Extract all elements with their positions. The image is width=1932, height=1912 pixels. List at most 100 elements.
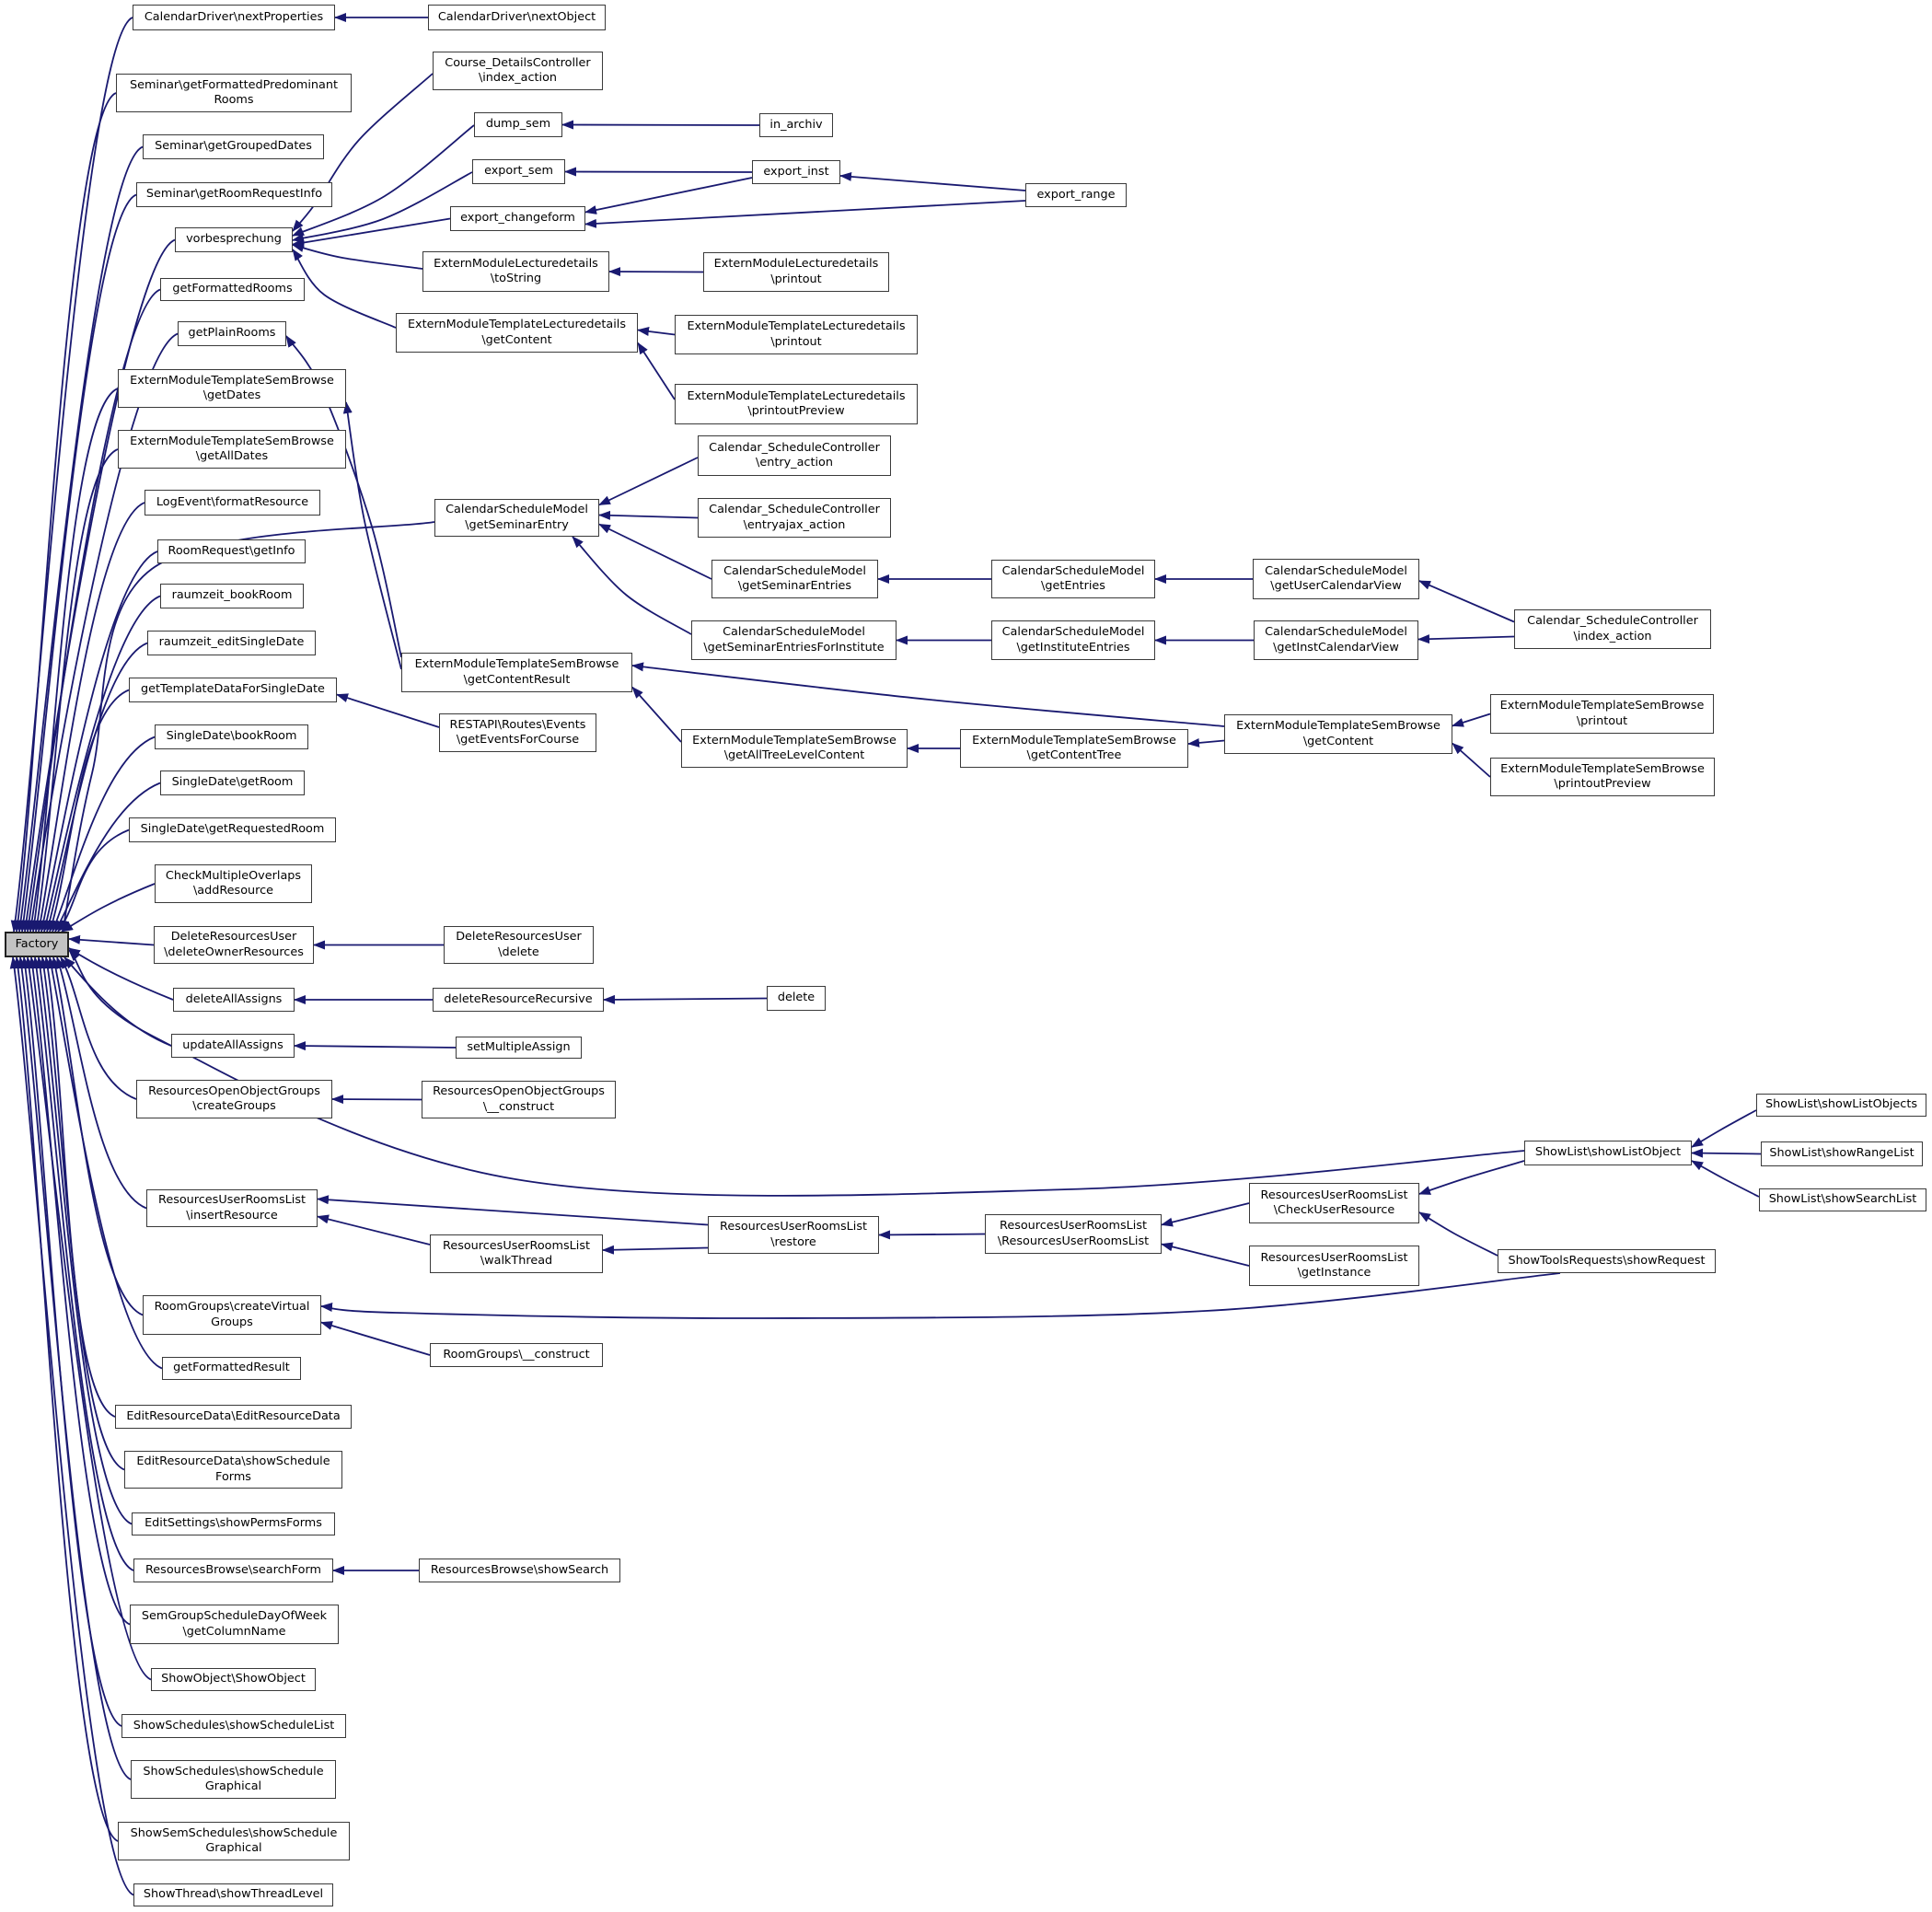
graph-node-showSemScheduleGraphical[interactable]: ShowSemSchedules\showSchedule Graphical <box>118 1822 350 1860</box>
graph-node-label: ResourcesUserRoomsList <box>443 1238 590 1253</box>
graph-node-singleDateBookRoom[interactable]: SingleDate\bookRoom <box>155 724 308 749</box>
graph-node-emtsbGetContent[interactable]: ExternModuleTemplateSemBrowse \getContent <box>1224 714 1452 754</box>
graph-edge-showSearchList-to-showListObject <box>1691 1160 1760 1198</box>
graph-node-dumpSem[interactable]: dump_sem <box>474 112 562 137</box>
graph-node-showRangeList[interactable]: ShowList\showRangeList <box>1761 1141 1923 1166</box>
graph-node-emtlPrintoutPreview[interactable]: ExternModuleTemplateLecturedetails \print… <box>675 384 918 424</box>
graph-node-deleteNode[interactable]: delete <box>767 986 826 1011</box>
graph-node-raumzeitEditSingleDate[interactable]: raumzeit_editSingleDate <box>147 631 316 655</box>
graph-node-inArchiv[interactable]: in_archiv <box>759 113 833 137</box>
graph-node-getInstCalendarView[interactable]: CalendarScheduleModel \getInstCalendarVie… <box>1254 620 1418 660</box>
graph-node-editResourceData[interactable]: EditResourceData\EditResourceData <box>115 1405 352 1429</box>
graph-node-label: ShowList\showListObject <box>1534 1145 1682 1160</box>
graph-node-showScheduleGraphical[interactable]: ShowSchedules\showSchedule Graphical <box>131 1760 336 1799</box>
graph-edge-roomGroupsConstruct-to-createVirtualGroups <box>320 1321 431 1356</box>
graph-node-showScheduleList[interactable]: ShowSchedules\showScheduleList <box>121 1714 346 1738</box>
graph-node-label: SingleDate\getRoom <box>171 775 294 790</box>
graph-node-searchForm[interactable]: ResourcesBrowse\searchForm <box>133 1559 333 1582</box>
graph-node-insertResource[interactable]: ResourcesUserRoomsList \insertResource <box>146 1189 318 1227</box>
graph-node-deleteResourceRecursive[interactable]: deleteResourceRecursive <box>433 988 604 1012</box>
graph-node-roomGroupsConstruct[interactable]: RoomGroups\__construct <box>430 1343 603 1367</box>
graph-node-emtsbGetContentResult[interactable]: ExternModuleTemplateSemBrowse \getContent… <box>401 653 632 692</box>
graph-node-showSearchList[interactable]: ShowList\showSearchList <box>1759 1188 1926 1211</box>
graph-node-rurlConstructor[interactable]: ResourcesUserRoomsList \ResourcesUserRoom… <box>985 1214 1162 1254</box>
graph-edge-showListObject-to-factory <box>68 949 1525 1197</box>
graph-node-showListObjects[interactable]: ShowList\showListObjects <box>1756 1094 1926 1117</box>
graph-node-factory[interactable]: Factory <box>5 932 69 957</box>
graph-node-label: Calendar_ScheduleController <box>709 503 880 517</box>
graph-node-emtsbPrintout[interactable]: ExternModuleTemplateSemBrowse \printout <box>1490 694 1714 734</box>
graph-node-createVirtualGroups[interactable]: RoomGroups\createVirtual Groups <box>143 1295 321 1335</box>
graph-node-emtlPrintout[interactable]: ExternModuleTemplateLecturedetails \print… <box>675 315 918 354</box>
graph-node-emtlGetContent[interactable]: ExternModuleTemplateLecturedetails \getCo… <box>396 313 638 353</box>
graph-node-raumzeitBookRoom[interactable]: raumzeit_bookRoom <box>160 584 304 608</box>
graph-node-emtsbGetAllDates[interactable]: ExternModuleTemplateSemBrowse \getAllDate… <box>118 430 346 469</box>
graph-node-getInstituteEntries[interactable]: CalendarScheduleModel \getInstituteEntrie… <box>991 620 1155 660</box>
graph-node-roogConstruct[interactable]: ResourcesOpenObjectGroups \__construct <box>422 1081 616 1118</box>
graph-node-emtsbPrintoutPreview[interactable]: ExternModuleTemplateSemBrowse \printoutPr… <box>1490 758 1715 796</box>
graph-node-calCtrlEntryajaxAction[interactable]: Calendar_ScheduleController \entryajax_ac… <box>698 498 891 538</box>
graph-node-exportRange[interactable]: export_range <box>1025 183 1127 207</box>
graph-node-exportSem[interactable]: export_sem <box>472 159 565 184</box>
graph-node-label: export_changeform <box>460 211 575 226</box>
graph-node-showThreadLevel[interactable]: ShowThread\showThreadLevel <box>133 1883 333 1906</box>
graph-edge-exportChangeform-to-vorbesprechung <box>292 217 451 248</box>
graph-node-restapiGetEventsForCourse[interactable]: RESTAPI\Routes\Events \getEventsForCourse <box>439 713 596 752</box>
graph-node-getSeminarEntriesForInstitute[interactable]: CalendarScheduleModel \getSeminarEntriesF… <box>691 620 897 660</box>
graph-node-deleteAllAssigns[interactable]: deleteAllAssigns <box>173 988 295 1012</box>
graph-node-label: ExternModuleTemplateLecturedetails <box>687 319 906 334</box>
graph-node-label: \getDates <box>202 388 261 402</box>
graph-node-showObject[interactable]: ShowObject\ShowObject <box>151 1668 316 1691</box>
graph-edge-logEventFormatResource-to-factory <box>36 502 145 933</box>
graph-node-vorbesprechung[interactable]: vorbesprechung <box>175 227 293 252</box>
graph-node-getFormattedResult[interactable]: getFormattedResult <box>162 1357 301 1380</box>
graph-edge-raumzeitBookRoom-to-factory <box>41 595 161 933</box>
graph-node-showSearch[interactable]: ResourcesBrowse\showSearch <box>419 1559 620 1582</box>
graph-node-getPlainRooms[interactable]: getPlainRooms <box>178 321 286 346</box>
graph-node-roogCreateGroups[interactable]: ResourcesOpenObjectGroups \createGroups <box>136 1080 332 1118</box>
graph-edge-courseDetailsIndexAction-to-vorbesprechung <box>292 73 434 232</box>
graph-node-exportChangeform[interactable]: export_changeform <box>450 206 585 231</box>
graph-node-walkThread[interactable]: ResourcesUserRoomsList \walkThread <box>430 1234 603 1273</box>
graph-node-exportInst[interactable]: export_inst <box>752 160 840 184</box>
graph-node-emtsbGetDates[interactable]: ExternModuleTemplateSemBrowse \getDates <box>118 369 346 408</box>
graph-node-semGroupGetColumnName[interactable]: SemGroupScheduleDayOfWeek \getColumnName <box>130 1605 339 1644</box>
graph-node-emtsbGetAllTreeLevelContent[interactable]: ExternModuleTemplateSemBrowse \getAllTree… <box>681 729 908 768</box>
graph-node-showPermsForms[interactable]: EditSettings\showPermsForms <box>132 1512 335 1535</box>
graph-node-getSeminarEntry[interactable]: CalendarScheduleModel \getSeminarEntry <box>434 499 599 537</box>
graph-node-restore[interactable]: ResourcesUserRoomsList \restore <box>708 1216 879 1254</box>
graph-node-emlPrintout[interactable]: ExternModuleLecturedetails \printout <box>703 252 889 292</box>
graph-node-emlToString[interactable]: ExternModuleLecturedetails \toString <box>422 251 609 292</box>
graph-node-getEntries[interactable]: CalendarScheduleModel \getEntries <box>991 560 1155 598</box>
graph-node-courseDetailsIndexAction[interactable]: Course_DetailsController \index_action <box>433 52 603 90</box>
graph-node-checkMultipleOverlapsAddResource[interactable]: CheckMultipleOverlaps \addResource <box>155 864 312 903</box>
graph-node-label: RESTAPI\Routes\Events <box>449 717 586 732</box>
graph-node-nextObject[interactable]: CalendarDriver\nextObject <box>428 5 606 30</box>
graph-node-updateAllAssigns[interactable]: updateAllAssigns <box>171 1034 295 1058</box>
graph-node-singleDateGetRequestedRoom[interactable]: SingleDate\getRequestedRoom <box>129 817 336 842</box>
graph-node-nextProperties[interactable]: CalendarDriver\nextProperties <box>133 5 335 30</box>
graph-node-getFormattedPredominantRooms[interactable]: Seminar\getFormattedPredominant Rooms <box>116 74 352 112</box>
graph-node-logEventFormatResource[interactable]: LogEvent\formatResource <box>145 490 320 516</box>
graph-node-getSeminarEntries[interactable]: CalendarScheduleModel \getSeminarEntries <box>711 560 878 598</box>
graph-node-label: \insertResource <box>186 1208 278 1223</box>
graph-node-roomRequestGetInfo[interactable]: RoomRequest\getInfo <box>157 539 306 563</box>
graph-node-checkUserResource[interactable]: ResourcesUserRoomsList \CheckUserResource <box>1249 1183 1419 1223</box>
graph-node-showRequest[interactable]: ShowToolsRequests\showRequest <box>1498 1249 1716 1273</box>
graph-node-singleDateGetRoom[interactable]: SingleDate\getRoom <box>160 771 305 795</box>
graph-node-rurlGetInstance[interactable]: ResourcesUserRoomsList \getInstance <box>1249 1246 1419 1286</box>
graph-node-calCtrlEntryAction[interactable]: Calendar_ScheduleController \entry_action <box>698 435 891 476</box>
graph-node-getGroupedDates[interactable]: Seminar\getGroupedDates <box>143 134 324 159</box>
graph-node-showScheduleForms[interactable]: EditResourceData\showSchedule Forms <box>124 1451 342 1489</box>
graph-node-getUserCalendarView[interactable]: CalendarScheduleModel \getUserCalendarVie… <box>1253 559 1419 599</box>
graph-node-deleteOwnerResources[interactable]: DeleteResourcesUser \deleteOwnerResources <box>154 926 314 964</box>
graph-node-getRoomRequestInfo[interactable]: Seminar\getRoomRequestInfo <box>136 182 332 207</box>
graph-node-getFormattedRooms[interactable]: getFormattedRooms <box>160 278 305 301</box>
graph-node-setMultipleAssign[interactable]: setMultipleAssign <box>456 1037 582 1059</box>
graph-node-getTemplateDataForSingleDate[interactable]: getTemplateDataForSingleDate <box>129 678 337 702</box>
graph-node-deleteResourcesUserDelete[interactable]: DeleteResourcesUser \delete <box>444 926 594 964</box>
graph-edge-singleDateBookRoom-to-factory <box>52 736 156 933</box>
graph-node-calCtrlIndexAction[interactable]: Calendar_ScheduleController \index_action <box>1514 609 1711 649</box>
graph-node-showListObject[interactable]: ShowList\showListObject <box>1524 1141 1692 1165</box>
graph-node-emtsbGetContentTree[interactable]: ExternModuleTemplateSemBrowse \getContent… <box>960 729 1188 768</box>
